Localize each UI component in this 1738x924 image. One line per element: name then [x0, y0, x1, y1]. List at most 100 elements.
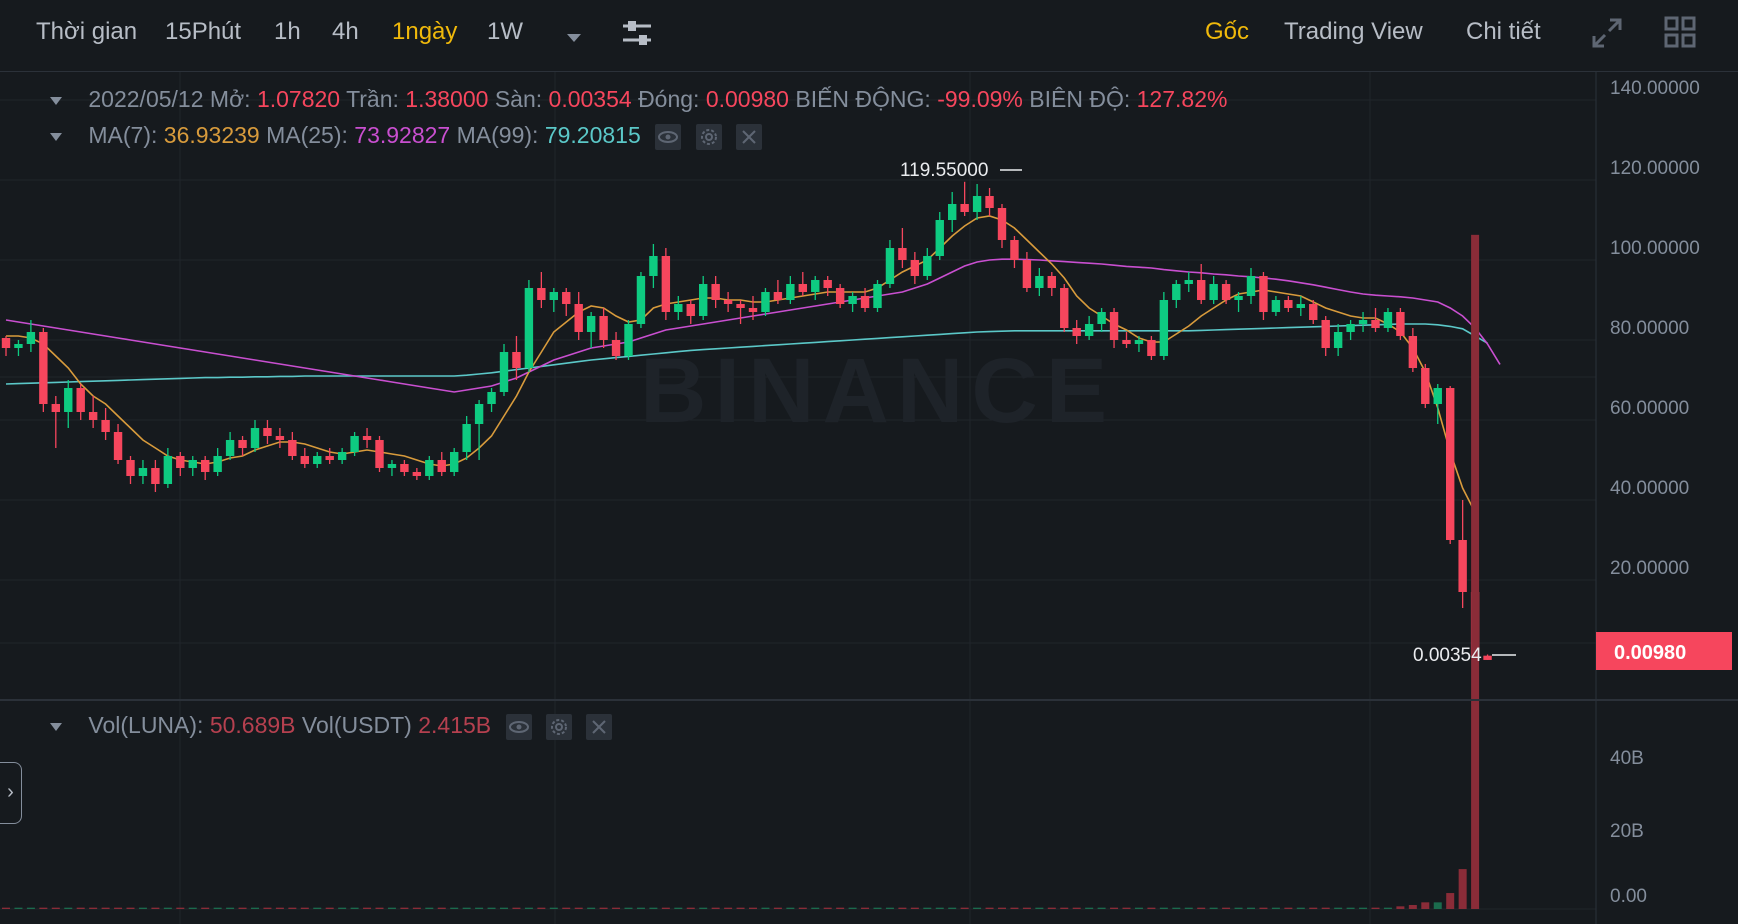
- ohlc-legend: 2022/05/12 Mở: 1.07820 Trần: 1.38000 Sàn…: [50, 86, 1227, 113]
- volume-bar: [238, 907, 247, 909]
- volume-bar: [761, 907, 770, 909]
- candle-body: [450, 452, 459, 472]
- volume-bar: [998, 907, 1006, 909]
- volume-bar: [549, 907, 558, 909]
- volume-bar: [1396, 906, 1405, 909]
- interval-1d[interactable]: 1ngày: [392, 18, 458, 45]
- candle-body: [88, 412, 98, 420]
- candle-body: [213, 456, 222, 472]
- volume-bar: [798, 907, 807, 909]
- candle-body: [1209, 284, 1218, 300]
- ma-legend: MA(7): 36.93239 MA(25): 73.92827 MA(99):…: [50, 122, 762, 150]
- candle-body: [325, 456, 334, 460]
- candle-body: [126, 460, 135, 476]
- eye-icon[interactable]: [655, 123, 682, 150]
- volume-bar: [1446, 893, 1455, 909]
- candle-body: [400, 464, 409, 472]
- volume-bar: [674, 907, 683, 909]
- view-original[interactable]: Gốc: [1205, 18, 1250, 45]
- candle-body: [873, 284, 882, 308]
- layout-grid-icon[interactable]: [1664, 16, 1696, 55]
- view-trading-view[interactable]: Trading View: [1284, 18, 1423, 45]
- candle-body: [275, 436, 285, 440]
- interval-1h[interactable]: 1h: [274, 18, 301, 45]
- candle-body: [1147, 340, 1156, 356]
- volume-bar: [537, 907, 546, 909]
- volume-bar: [823, 907, 832, 909]
- candle-body: [1396, 312, 1405, 336]
- volume-bar: [1408, 905, 1417, 909]
- price-tick: 120.00000: [1610, 158, 1700, 179]
- expand-panel-chevron-right-icon[interactable]: ›: [0, 762, 22, 824]
- close-icon[interactable]: [586, 713, 613, 740]
- volume-bar: [325, 907, 334, 909]
- candle-body: [1371, 320, 1380, 328]
- volume-bar: [624, 907, 633, 909]
- volume-bar: [1334, 907, 1343, 909]
- more-intervals-chevron-down-icon[interactable]: [565, 24, 583, 52]
- volume-bar: [1122, 907, 1131, 909]
- close-icon[interactable]: [735, 123, 762, 150]
- candle-body: [761, 292, 770, 312]
- volume-bar: [1309, 907, 1318, 909]
- candle-body: [176, 456, 185, 468]
- candle-body: [711, 284, 720, 300]
- volume-bar: [773, 907, 782, 909]
- volume-bar: [350, 907, 359, 909]
- interval-1w[interactable]: 1W: [487, 18, 523, 45]
- candle-body: [1109, 312, 1119, 340]
- price-tick: 20.00000: [1610, 558, 1690, 579]
- interval-4h[interactable]: 4h: [332, 18, 359, 45]
- settings-sliders-icon[interactable]: [620, 16, 654, 57]
- candle-body: [263, 428, 272, 436]
- candle-body: [300, 456, 309, 464]
- candle-body: [972, 196, 982, 212]
- candle-body: [1346, 324, 1355, 332]
- candle-body: [562, 292, 571, 304]
- volume-tick: 40B: [1610, 748, 1644, 769]
- volume-bar: [300, 907, 309, 909]
- candle-body: [1321, 320, 1330, 348]
- candle-body: [661, 256, 671, 312]
- volume-bar: [935, 907, 944, 909]
- candle-body: [935, 220, 944, 256]
- collapse-caret-icon[interactable]: [50, 722, 62, 731]
- candle-body: [1184, 280, 1193, 284]
- candle-body: [524, 288, 534, 368]
- gear-icon[interactable]: [695, 123, 722, 150]
- eye-icon[interactable]: [505, 713, 532, 740]
- candle-body: [860, 296, 870, 308]
- candle-body: [948, 204, 957, 220]
- volume-bar: [1010, 907, 1019, 909]
- candle-body: [1197, 280, 1206, 300]
- volume-bar: [1035, 907, 1044, 909]
- volume-bar: [26, 907, 35, 909]
- collapse-caret-icon[interactable]: [50, 132, 62, 141]
- volume-bar: [724, 907, 733, 909]
- candle-body: [1408, 336, 1418, 368]
- volume-bar: [89, 907, 98, 909]
- candle-body: [1333, 332, 1343, 348]
- price-chart[interactable]: BINANCE 0.00980 119.55000 0.00354: [0, 72, 1738, 924]
- candle-body: [1097, 312, 1106, 324]
- view-depth[interactable]: Chi tiết: [1466, 18, 1541, 45]
- candle-body: [337, 452, 347, 460]
- collapse-caret-icon[interactable]: [50, 96, 62, 105]
- volume-bar: [500, 907, 508, 909]
- interval-15m[interactable]: 15Phút: [165, 18, 242, 45]
- ma99-line: [5, 323, 1488, 385]
- candle-body: [387, 464, 397, 468]
- last-price-box: [1596, 632, 1732, 670]
- legend-date: 2022/05/12: [88, 86, 204, 112]
- volume-bar: [263, 907, 272, 909]
- candle-body: [1421, 368, 1430, 404]
- candle-body: [1047, 276, 1056, 288]
- gear-icon[interactable]: [545, 713, 572, 740]
- expand-icon[interactable]: [1590, 16, 1624, 57]
- volume-bar: [450, 907, 459, 909]
- candle-body: [1, 338, 11, 348]
- time-label[interactable]: Thời gian: [36, 18, 138, 45]
- candle-body: [1246, 276, 1256, 296]
- volume-bar: [836, 907, 845, 909]
- candle-body: [1446, 388, 1455, 540]
